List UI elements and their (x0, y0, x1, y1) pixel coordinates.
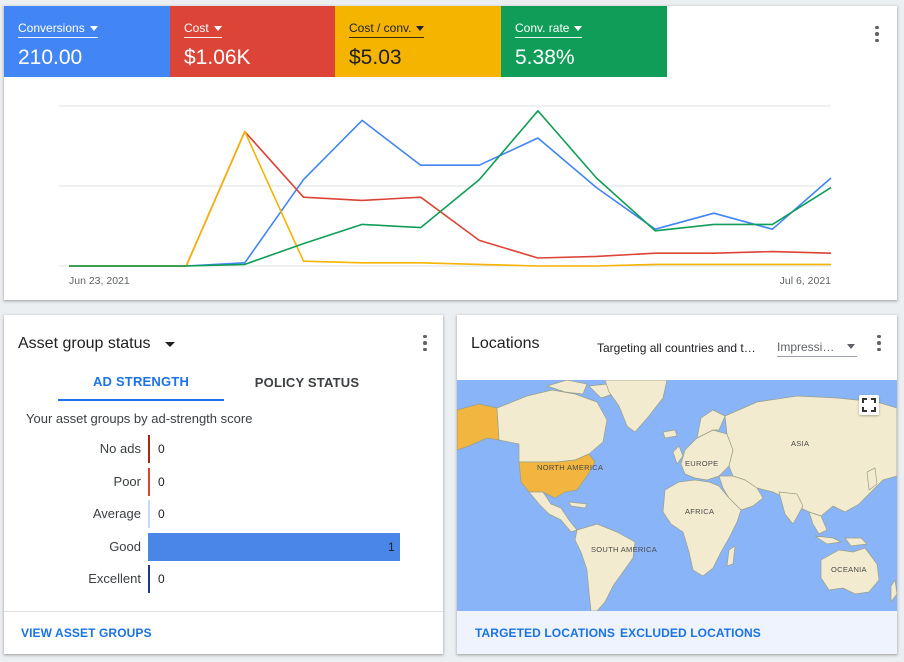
bar-marker (148, 500, 150, 528)
locations-card: Locations Targeting all countries and te… (457, 315, 897, 654)
more-vert-icon[interactable] (867, 24, 887, 44)
map-region-south-america[interactable] (574, 523, 636, 611)
map-region-southeast-asia[interactable] (808, 511, 828, 535)
x-axis-tick-label: Jun 23, 2021 (69, 275, 130, 287)
bar-fill[interactable] (148, 532, 400, 561)
series-line-conversions[interactable] (69, 119, 832, 267)
metric-value: 210.00 (18, 46, 83, 69)
map-canvas: NORTH AMERICA EUROPE ASIA AFRICA SOUTH A… (457, 380, 897, 611)
x-axis-tick-label: Jul 6, 2021 (780, 275, 832, 287)
map-label-south-america: SOUTH AMERICA (591, 545, 657, 554)
map-label-oceania: OCEANIA (831, 565, 867, 574)
chart-subtitle: Your asset groups by ad-strength score (26, 411, 253, 426)
dropdown-arrow-icon (574, 25, 583, 31)
metric-select-dropdown[interactable]: Impressions (777, 337, 857, 357)
view-asset-groups-link[interactable]: VIEW ASSET GROUPS (21, 626, 152, 640)
map-region-greenland[interactable] (604, 380, 668, 433)
map-region-madagascar[interactable] (726, 545, 736, 567)
map-label-europe: EUROPE (685, 459, 718, 468)
chart-series (69, 110, 832, 267)
bar-row: Good 1 (4, 532, 443, 562)
bar-value: 0 (158, 442, 165, 456)
metric-tab-conversion-rate[interactable]: Conv. rate 5.38% (501, 6, 667, 77)
card-title: Locations (471, 335, 540, 352)
map-label-north-america: NORTH AMERICA (537, 463, 603, 472)
fullscreen-icon[interactable] (859, 395, 879, 415)
metric-value: $5.03 (349, 46, 402, 69)
asset-group-status-dropdown[interactable]: Asset group status (18, 335, 175, 353)
performance-card: Conversions 210.00 Cost $1.06K Cost / co… (4, 6, 897, 300)
map-region-caribbean[interactable] (568, 501, 588, 509)
locations-footer: TARGETED LOCATIONS EXCLUDED LOCATIONS (457, 611, 897, 654)
tab-ad-strength[interactable]: AD STRENGTH (58, 363, 224, 401)
bar-marker (148, 467, 150, 496)
dropdown-arrow-icon (89, 25, 98, 31)
series-line-cost-conv[interactable] (69, 130, 831, 267)
map-region-india[interactable] (778, 491, 804, 525)
bar-marker (148, 565, 150, 593)
bar-label: Good (109, 538, 141, 554)
metric-tab-conversions[interactable]: Conversions 210.00 (4, 6, 170, 77)
bar-row: Excellent 0 (4, 564, 443, 594)
map-region-australia[interactable] (820, 547, 880, 595)
map-region-japan[interactable] (866, 467, 878, 491)
map-region-indonesia[interactable] (814, 535, 868, 547)
dropdown-arrow-icon (164, 341, 175, 347)
chart-grid (59, 105, 831, 267)
metric-value: 5.38% (515, 46, 575, 69)
targeted-locations-link[interactable]: TARGETED LOCATIONS (475, 626, 616, 640)
metric-selector[interactable]: Conversions (18, 21, 98, 38)
targeting-summary: Targeting all countries and territories (597, 341, 757, 355)
series-line-cost[interactable] (69, 130, 832, 267)
bar-label: Poor (113, 473, 141, 489)
card-title: Asset group status (18, 335, 151, 352)
map-region-central-america[interactable] (528, 491, 578, 533)
bar-value: 0 (158, 572, 165, 586)
asset-group-status-card: Asset group status AD STRENGTH POLICY ST… (4, 315, 443, 654)
map-region-canada[interactable] (496, 389, 608, 463)
metric-value: $1.06K (184, 46, 251, 69)
bar-value: 0 (158, 507, 165, 521)
dropdown-arrow-icon (416, 25, 425, 31)
world-map[interactable]: NORTH AMERICA EUROPE ASIA AFRICA SOUTH A… (457, 380, 897, 611)
bar-label: Average (92, 506, 141, 521)
metric-label: Conversions (18, 21, 85, 35)
metric-selector[interactable]: Cost (184, 21, 222, 38)
metric-tab-cost[interactable]: Cost $1.06K (170, 6, 336, 77)
bar-row: No ads 0 (4, 434, 443, 464)
dropdown-arrow-icon (847, 344, 855, 349)
metric-label: Cost (184, 21, 209, 35)
metric-select-value: Impressions (777, 339, 841, 354)
series-line-conv-rate[interactable] (69, 110, 832, 267)
tab-policy-status[interactable]: POLICY STATUS (254, 374, 360, 390)
metric-selector[interactable]: Cost / conv. (349, 21, 425, 38)
more-vert-icon[interactable] (415, 333, 435, 353)
excluded-locations-link[interactable]: EXCLUDED LOCATIONS (620, 626, 761, 640)
map-region-iceland[interactable] (662, 429, 678, 439)
bar-value: 1 (388, 539, 395, 554)
dropdown-arrow-icon (213, 25, 222, 31)
map-region-alaska[interactable] (457, 403, 500, 451)
bar-label: No ads (99, 441, 141, 456)
metric-selector[interactable]: Conv. rate (515, 21, 583, 38)
metric-label: Cost / conv. (349, 21, 412, 35)
metric-tab-cost-per-conversion[interactable]: Cost / conv. $5.03 (335, 6, 501, 77)
bar-value: 0 (158, 474, 165, 489)
divider (4, 611, 443, 612)
map-region-africa[interactable] (662, 479, 742, 577)
metric-label: Conv. rate (515, 21, 570, 35)
more-vert-icon[interactable] (869, 333, 889, 353)
performance-line-chart: Jun 23, 2021 Jul 6, 2021 (59, 105, 832, 287)
map-region-middle-east[interactable] (718, 475, 764, 511)
map-label-asia: ASIA (791, 439, 809, 448)
map-region-new-zealand[interactable] (890, 579, 897, 603)
map-region-europe[interactable] (680, 429, 734, 481)
bar-marker (148, 435, 150, 463)
bar-label: Excellent (88, 571, 141, 586)
bar-row: Average 0 (4, 499, 443, 529)
map-label-africa: AFRICA (685, 507, 714, 516)
bar-row: Poor 0 (4, 467, 443, 497)
